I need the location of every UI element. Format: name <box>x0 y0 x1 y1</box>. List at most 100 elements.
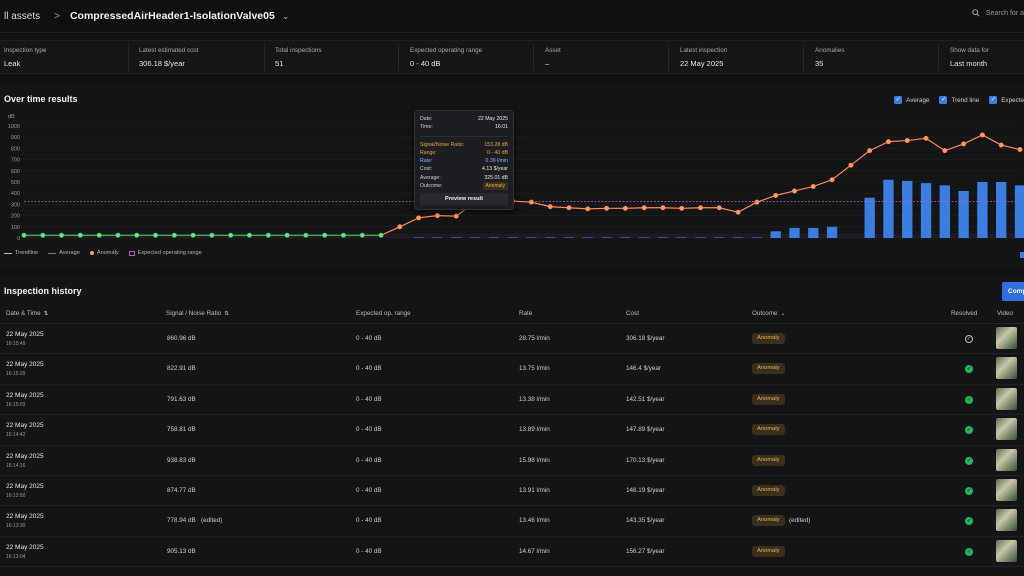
video-thumbnail[interactable] <box>996 539 1017 562</box>
row-rate: 28.75 l/min <box>519 335 550 342</box>
table-row[interactable]: 22 May 2025 16:15:29 822.91 dB 0 - 40 dB 13.… <box>0 354 1024 385</box>
column-label: Outcome <box>752 310 778 317</box>
compare-button[interactable]: Comp <box>1002 282 1024 301</box>
outcome-badge[interactable]: Anomaly <box>752 333 785 344</box>
anomaly-point <box>735 209 741 215</box>
chevron-down-icon[interactable]: ⌄ <box>281 10 290 21</box>
asset-title: CompressedAirHeader1-IsolationValve05 <box>69 10 275 22</box>
table-row[interactable]: 22 May 2025 16:14:42 758.81 dB 0 - 40 dB 13.… <box>0 415 1024 446</box>
anomaly-point <box>1017 147 1023 153</box>
search-box[interactable]: Search for a <box>972 9 1024 17</box>
column-label: Resolved <box>951 310 978 317</box>
row-snr: 778.94 dB <box>167 517 196 525</box>
column-rate: Rate <box>519 310 532 317</box>
anomaly-point <box>566 205 572 211</box>
summary-label: Inspection type <box>4 47 47 54</box>
period-select[interactable]: Last month <box>950 59 988 68</box>
sort-icon[interactable]: ⇅ <box>43 310 49 317</box>
checkbox-checked-icon[interactable]: ✓ <box>939 96 948 104</box>
row-time: 16:14:16 <box>6 462 26 469</box>
tooltip-value: 325.01 dB <box>484 174 508 181</box>
video-thumbnail[interactable] <box>996 327 1017 349</box>
summary-inspection-type: Inspection type Leak <box>4 47 46 68</box>
table-row[interactable]: 22 May 2025 16:13:50 874.77 dB 0 - 40 dB 13.… <box>0 476 1024 507</box>
tooltip-row: Outcome: Anomaly <box>420 182 508 191</box>
breadcrumb-all-assets[interactable]: ll assets <box>4 10 41 22</box>
summary-latest-cost: Latest estimated cost 306.18 $/year <box>139 47 199 68</box>
unresolved-check-icon[interactable]: ✓ <box>965 335 973 343</box>
data-bar <box>563 237 575 238</box>
normal-point <box>171 232 177 238</box>
data-bar <box>770 231 781 238</box>
data-bar <box>864 197 875 238</box>
toggle-trend-line[interactable]: ✓ Trend line <box>939 96 979 104</box>
outcome-badge[interactable]: Anomaly <box>752 393 785 405</box>
resolved-check-icon[interactable]: ✓ <box>965 365 973 374</box>
table-row[interactable]: 22 May 2025 16:14:16 938.83 dB 0 - 40 dB 15.… <box>0 446 1024 476</box>
normal-point <box>77 232 83 238</box>
data-bar <box>808 227 819 238</box>
chevron-down-icon[interactable]: ⌄ <box>780 310 786 317</box>
summary-value: 0 - 40 dB <box>410 59 441 68</box>
table-row[interactable]: 22 May 2025 16:15:03 791.63 dB 0 - 40 dB 13.… <box>0 385 1024 416</box>
video-thumbnail[interactable] <box>996 387 1017 410</box>
row-rate: 15.98 l/min <box>519 456 550 464</box>
resolved-check-icon[interactable]: ✓ <box>965 456 973 465</box>
column-expected-range: Expected op. range <box>356 310 411 317</box>
anomaly-point <box>923 135 929 141</box>
table-row[interactable]: 22 May 2025 16:13:30 778.94 dB (edited) 0 - … <box>0 506 1024 537</box>
checkbox-checked-icon[interactable]: ✓ <box>894 96 903 104</box>
scroll-indicator[interactable] <box>1020 252 1024 258</box>
toggle-label: Trend line <box>951 96 980 104</box>
normal-point <box>265 232 271 238</box>
video-thumbnail[interactable] <box>996 478 1017 501</box>
toggle-average[interactable]: ✓ Average <box>894 96 929 104</box>
row-snr: 758.81 dB <box>167 426 196 434</box>
data-bar <box>451 237 462 238</box>
resolved-check-icon[interactable]: ✓ <box>965 395 973 404</box>
outcome-badge[interactable]: Anomaly <box>752 515 785 527</box>
summary-value: 35 <box>815 59 824 68</box>
row-range: 0 - 40 dB <box>356 547 382 555</box>
resolved-check-icon[interactable]: ✓ <box>965 426 973 435</box>
anomaly-point <box>547 204 553 210</box>
outcome-badge[interactable]: Anomaly <box>752 454 785 466</box>
outcome-badge[interactable]: Anomaly <box>752 424 785 436</box>
video-thumbnail[interactable] <box>996 418 1017 441</box>
summary-anomalies: Anomalies 35 <box>815 47 844 68</box>
resolved-check-icon[interactable]: ✓ <box>965 547 973 556</box>
tooltip-key: Range: <box>420 149 437 156</box>
outcome-badge[interactable]: Anomaly <box>752 363 785 375</box>
resolved-check-icon[interactable]: ✓ <box>965 517 973 526</box>
column-date-time[interactable]: Date & Time ⇅ <box>6 310 48 317</box>
row-time: 16:14:42 <box>6 432 26 439</box>
row-cost: 147.89 $/year <box>626 426 665 434</box>
toggle-expected-range[interactable]: ✓ Expecte <box>989 96 1024 104</box>
row-date: 22 May 2025 <box>6 391 44 399</box>
table-row[interactable]: 22 May 2025 16:15:49 860.96 dB 0 - 40 dB 28.… <box>0 324 1024 355</box>
data-bar <box>601 237 612 238</box>
row-range: 0 - 40 dB <box>356 486 382 494</box>
resolved-check-icon[interactable]: ✓ <box>965 486 973 495</box>
column-outcome[interactable]: Outcome ⌄ <box>752 310 785 317</box>
tooltip-key: Cost: <box>420 166 433 173</box>
checkbox-checked-icon[interactable]: ✓ <box>989 96 998 104</box>
video-thumbnail[interactable] <box>996 357 1017 380</box>
sort-icon[interactable]: ⇅ <box>224 310 229 317</box>
preview-result-button[interactable]: Preview result <box>420 193 508 206</box>
search-input[interactable]: Search for a <box>985 9 1024 17</box>
y-tick-label: 600 <box>11 169 20 175</box>
outcome-badge[interactable]: Anomaly <box>752 545 785 557</box>
row-date: 22 May 2025 <box>6 331 44 338</box>
over-time-chart[interactable]: dB 0 100 200 300 400 500 600 700 800 900 1000 <box>0 108 1024 248</box>
anomaly-point <box>397 224 403 230</box>
outcome-badge[interactable]: Anomaly <box>752 484 785 496</box>
column-snr[interactable]: Signal / Noise Ratio ⇅ <box>166 310 229 317</box>
summary-show-data-for[interactable]: Show data for Last month <box>950 47 989 68</box>
video-thumbnail[interactable] <box>996 509 1017 532</box>
summary-label: Asset <box>545 47 561 54</box>
video-thumbnail[interactable] <box>996 448 1017 471</box>
row-cost: 156.27 $/year <box>626 547 665 555</box>
table-row[interactable]: 22 May 2025 16:13:04 905.13 dB 0 - 40 dB 14.… <box>0 537 1024 568</box>
normal-point <box>228 232 234 238</box>
